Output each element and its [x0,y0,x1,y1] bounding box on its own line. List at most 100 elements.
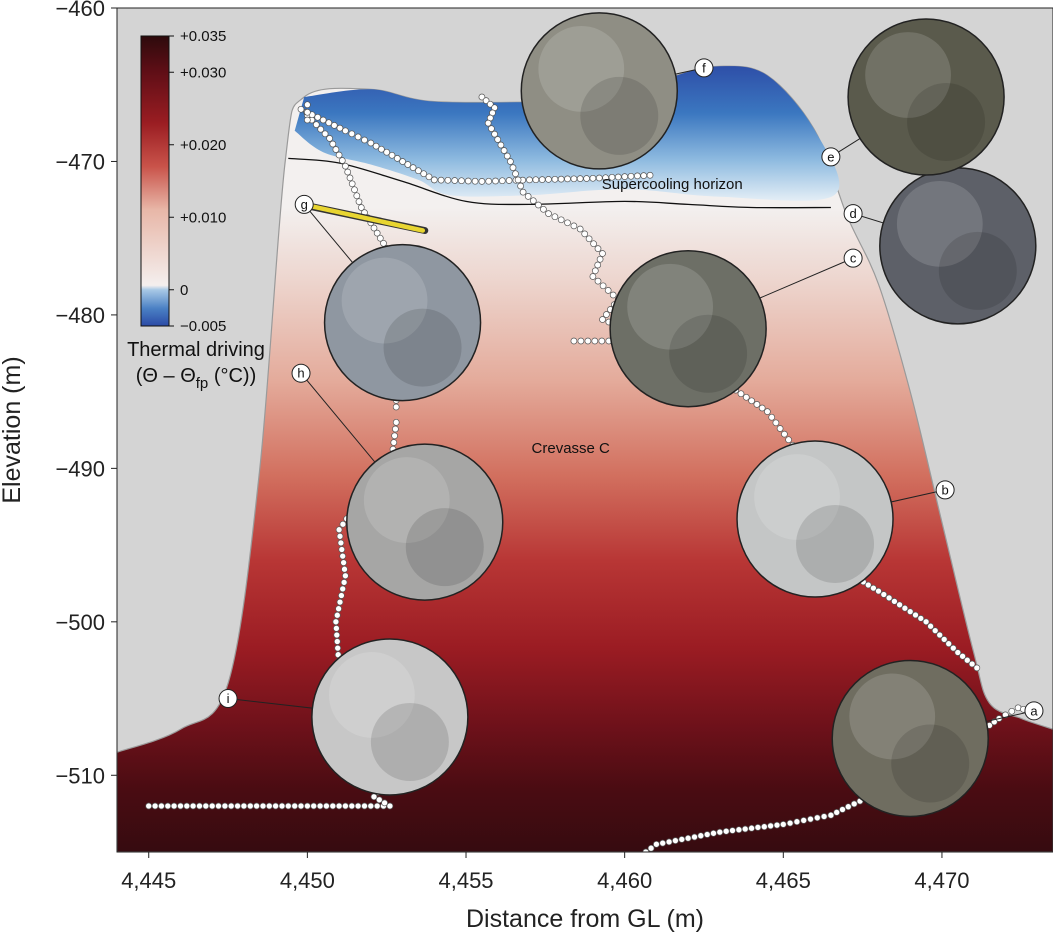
rov-track-point [339,520,347,528]
rov-track-point [425,173,433,181]
rov-track-point [880,591,888,598]
rov-track-point [551,213,559,221]
rov-track-point [353,192,361,200]
rov-track-point [291,802,299,810]
ice-photo-highlight [627,263,714,350]
rov-track-point [813,814,821,822]
ice-photo-shadow [383,308,462,387]
axes: 4,445 4,450 4,455 4,460 4,465 4,470 −460 −470 −4… [55,0,969,893]
rov-track-point [891,598,898,605]
instrument-body [300,202,426,233]
rov-track-point [342,802,349,810]
rov-track-point [478,93,486,101]
x-tick-label: 4,470 [914,868,969,893]
ice-photo-highlight [754,454,840,540]
rov-track-point [373,229,381,237]
rov-track-point [968,660,976,668]
rov-track-point [642,848,650,852]
rov-track-point [540,205,547,213]
rov-track-point [340,559,347,566]
rov-track-point [870,584,877,592]
rov-track-point [317,125,325,133]
x-tick-label: 4,455 [438,868,493,893]
rov-track-point [875,587,882,595]
rov-track-point [391,432,398,440]
ice-photo-highlight [328,652,415,738]
rov-track-point [538,176,546,183]
rov-track-point [208,802,216,810]
ice-photo-highlight [341,257,428,344]
rov-track-point [764,408,771,415]
rov-track-point [697,832,705,840]
y-tick-label: −500 [55,610,105,635]
rov-track-point [202,802,210,810]
rov-track-point [334,644,342,652]
ice-photo-shadow [370,702,449,781]
supercooling-horizon-line [288,157,831,209]
rov-track-point [351,186,358,194]
rov-track-point [772,419,780,427]
ice-photo-shadow [907,83,986,162]
rov-track-point [392,403,400,411]
rov-track-point [653,840,660,848]
rov-track-point [768,413,776,421]
rov-track-point [265,802,273,810]
ice-photo-highlight [865,32,951,118]
rov-track-point [444,176,452,184]
rov-track-point [304,101,311,109]
rov-track-point [392,418,400,426]
rov-track-point [609,291,617,299]
ice-photo-h [346,443,504,601]
rov-track-point [342,127,349,135]
rov-track-point [584,337,592,345]
rov-track-point [370,224,378,232]
rov-track-point [557,175,565,183]
supercooling-horizon-label: Supercooling horizon [602,176,743,193]
callout-marker-i [218,689,238,709]
rov-track-point [336,532,344,540]
rov-track-point [589,273,597,280]
rov-track-point [570,175,578,183]
callout-marker-c [843,248,863,268]
callout-letter-i: i [227,691,230,706]
rov-track-point [381,799,388,807]
callout-marker-g [294,194,314,214]
rov-track-point [776,425,784,432]
rov-track-point [329,802,337,810]
colorbar-tick-label: +0.030 [180,64,226,81]
rov-track-point [551,175,559,183]
rov-track-point [326,135,333,142]
rov-track-point [570,337,578,345]
rov-track-point [304,116,311,124]
rov-track-point [526,176,533,184]
rov-track-point [598,337,606,345]
rov-track-point [399,158,406,165]
rov-track-point [409,164,417,171]
rov-track-point [336,124,344,132]
colorbar-label-part2: (°C)) [208,365,256,387]
rov-track-point [839,806,846,813]
y-tick-label: −470 [55,149,105,174]
rov-track-point [807,815,814,823]
ice-photo-a [831,659,989,818]
rov-track-point [333,638,341,645]
callout-marker-d [843,204,863,224]
rov-track-point [729,827,736,834]
rov-track-point [514,176,522,184]
plot-area: a b c d e f g h i [117,12,1053,852]
rov-track-point [954,649,962,656]
rov-track-point [576,225,584,233]
callout-letter-e: e [827,149,834,164]
rov-track-point [335,802,343,810]
rov-track-point [484,119,492,127]
rov-track-point [415,167,422,175]
rov-track-point [189,802,197,810]
rov-track-point [361,802,368,810]
rov-track-point [471,177,479,185]
colorbar-ticks: +0.035 +0.030 +0.020 +0.010 0 −0.005 [169,28,226,335]
rov-track-point [684,834,692,842]
rov-track-point [196,802,203,810]
rov-track-point [316,802,324,810]
rov-track-point [323,802,330,810]
